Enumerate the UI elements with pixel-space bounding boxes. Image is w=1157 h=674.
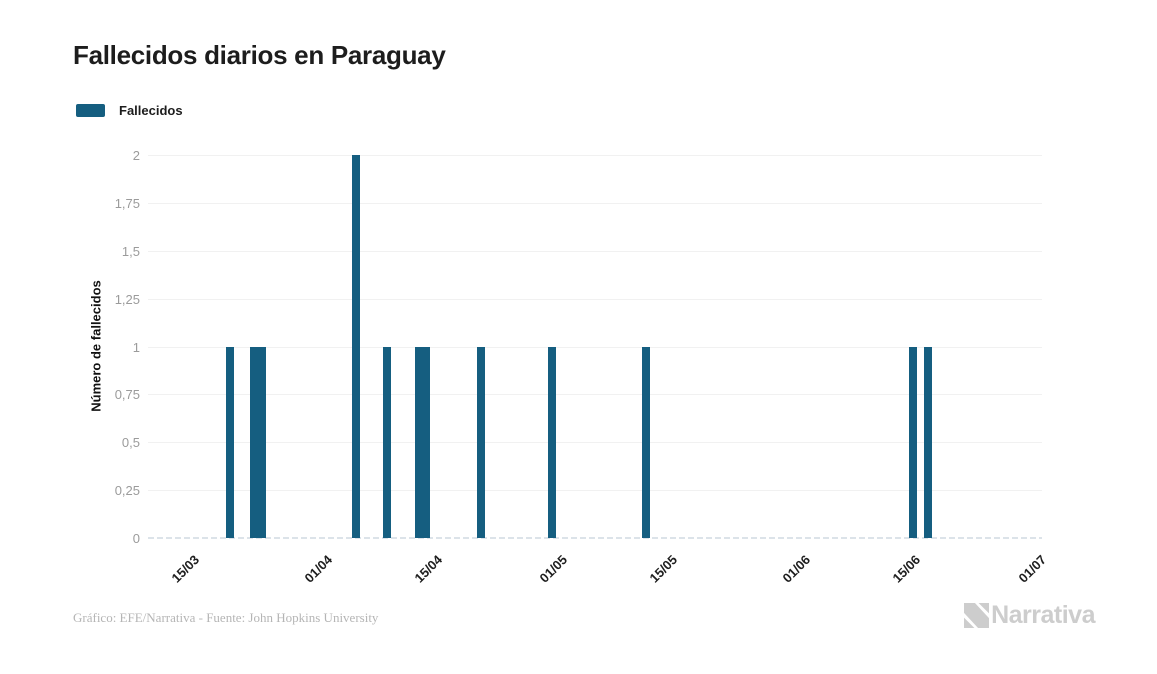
bar[interactable] [924,346,933,538]
gridline [148,203,1042,204]
bar[interactable] [249,346,258,538]
gridline [148,490,1042,491]
y-tick-label: 1,25 [114,292,140,307]
y-tick-label: 2 [132,148,140,163]
chart-credit: Gráfico: EFE/Narrativa - Fuente: John Ho… [73,610,379,625]
y-tick-label: 0,25 [114,483,140,498]
legend-item-fallecidos[interactable]: Fallecidos [76,103,183,118]
gridline [148,299,1042,300]
bar[interactable] [351,155,360,538]
y-tick-labels: 0 0,25 0,5 0,75 1 1,25 1,5 1,75 2 [0,149,140,545]
bar[interactable] [547,346,556,538]
bar[interactable] [477,346,486,538]
y-tick-label: 1,5 [121,244,140,259]
narrativa-logo-text: Narrativa [991,601,1095,629]
bar[interactable] [414,346,423,538]
bar[interactable] [226,346,235,538]
narrativa-logo: Narrativa [964,601,1095,630]
zero-axis-line [148,537,1042,539]
bar[interactable] [642,346,650,538]
bar[interactable] [422,346,431,538]
bar[interactable] [908,346,917,538]
narrativa-n-icon [964,603,990,628]
gridline [148,251,1042,252]
y-tick-label: 0 [132,531,140,546]
gridline [148,347,1042,348]
gridline [148,442,1042,443]
bar[interactable] [383,346,392,538]
y-tick-label: 0,5 [121,435,140,450]
y-tick-label: 0,75 [114,387,140,402]
gridline [148,394,1042,395]
bar[interactable] [257,346,266,538]
y-tick-label: 1,75 [114,196,140,211]
legend-swatch [76,104,105,117]
page-title: Fallecidos diarios en Paraguay [73,40,446,70]
y-tick-label: 1 [132,340,140,355]
gridline [148,155,1042,156]
plot-area [148,155,1042,539]
legend-label: Fallecidos [119,103,183,118]
